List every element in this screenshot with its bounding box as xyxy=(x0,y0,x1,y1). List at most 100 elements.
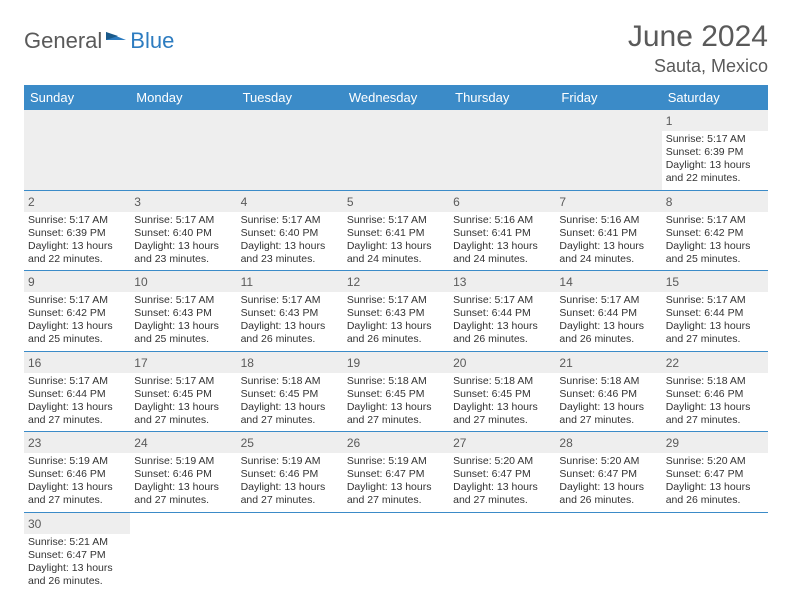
calendar-cell xyxy=(343,110,449,190)
day-number-row: 17 xyxy=(130,352,236,373)
day-number-row: 30 xyxy=(24,513,130,534)
day-number: 20 xyxy=(453,356,466,370)
day-number: 10 xyxy=(134,275,147,289)
day-number: 26 xyxy=(347,436,360,450)
day-details: Sunrise: 5:17 AMSunset: 6:40 PMDaylight:… xyxy=(134,214,232,267)
calendar-cell: 7Sunrise: 5:16 AMSunset: 6:41 PMDaylight… xyxy=(555,190,661,271)
day-number: 5 xyxy=(347,195,354,209)
day-number: 6 xyxy=(453,195,460,209)
weekday-header-row: Sunday Monday Tuesday Wednesday Thursday… xyxy=(24,85,768,110)
day-details: Sunrise: 5:17 AMSunset: 6:39 PMDaylight:… xyxy=(666,133,764,186)
day-number-row: 29 xyxy=(662,432,768,453)
title-block: June 2024 Sauta, Mexico xyxy=(628,20,768,77)
day-number-row: 26 xyxy=(343,432,449,453)
calendar-cell xyxy=(449,512,555,592)
calendar-cell: 26 Sunrise: 5:19 AMSunset: 6:47 PMDayligh… xyxy=(343,432,449,513)
day-number-row: 8 xyxy=(662,191,768,212)
calendar-cell: 27 Sunrise: 5:20 AMSunset: 6:47 PMDayligh… xyxy=(449,432,555,513)
weekday-header: Thursday xyxy=(449,85,555,110)
logo-text-general: General xyxy=(24,28,102,54)
day-details: Sunrise: 5:16 AMSunset: 6:41 PMDaylight:… xyxy=(559,214,657,267)
day-number: 13 xyxy=(453,275,466,289)
day-number-row: 5 xyxy=(343,191,449,212)
calendar-cell: 21 Sunrise: 5:18 AMSunset: 6:46 PMDayligh… xyxy=(555,351,661,432)
day-number: 12 xyxy=(347,275,360,289)
day-details: Sunrise: 5:17 AMSunset: 6:39 PMDaylight:… xyxy=(28,214,126,267)
day-number: 28 xyxy=(559,436,572,450)
day-details: Sunrise: 5:19 AMSunset: 6:46 PMDaylight:… xyxy=(241,455,339,508)
calendar-cell: 22Sunrise: 5:18 AMSunset: 6:46 PMDayligh… xyxy=(662,351,768,432)
calendar-cell: 13 Sunrise: 5:17 AMSunset: 6:44 PMDayligh… xyxy=(449,271,555,352)
logo-text-blue: Blue xyxy=(130,28,174,54)
day-number-row: 21 xyxy=(555,352,661,373)
day-details: Sunrise: 5:19 AMSunset: 6:46 PMDaylight:… xyxy=(28,455,126,508)
weekday-header: Saturday xyxy=(662,85,768,110)
day-number-row: 27 xyxy=(449,432,555,453)
calendar-week-row: 16Sunrise: 5:17 AMSunset: 6:44 PMDayligh… xyxy=(24,351,768,432)
weekday-header: Wednesday xyxy=(343,85,449,110)
day-number: 23 xyxy=(28,436,41,450)
day-details: Sunrise: 5:18 AMSunset: 6:46 PMDaylight:… xyxy=(666,375,764,428)
day-number-row: 9 xyxy=(24,271,130,292)
day-details: Sunrise: 5:17 AMSunset: 6:44 PMDaylight:… xyxy=(666,294,764,347)
day-details: Sunrise: 5:19 AMSunset: 6:47 PMDaylight:… xyxy=(347,455,445,508)
day-number: 21 xyxy=(559,356,572,370)
day-number-row: 2 xyxy=(24,191,130,212)
day-number-row: 18 xyxy=(237,352,343,373)
day-details: Sunrise: 5:18 AMSunset: 6:45 PMDaylight:… xyxy=(241,375,339,428)
calendar-cell: 1 Sunrise: 5:17 AMSunset: 6:39 PMDaylight… xyxy=(662,110,768,190)
calendar-cell xyxy=(555,110,661,190)
day-number-row: 25 xyxy=(237,432,343,453)
calendar-cell: 30Sunrise: 5:21 AMSunset: 6:47 PMDayligh… xyxy=(24,512,130,592)
calendar-week-row: 1 Sunrise: 5:17 AMSunset: 6:39 PMDaylight… xyxy=(24,110,768,190)
day-number-row: 7 xyxy=(555,191,661,212)
day-details: Sunrise: 5:18 AMSunset: 6:46 PMDaylight:… xyxy=(559,375,657,428)
day-number-row: 19 xyxy=(343,352,449,373)
calendar-cell: 8Sunrise: 5:17 AMSunset: 6:42 PMDaylight… xyxy=(662,190,768,271)
calendar-cell: 5Sunrise: 5:17 AMSunset: 6:41 PMDaylight… xyxy=(343,190,449,271)
calendar-cell: 18 Sunrise: 5:18 AMSunset: 6:45 PMDayligh… xyxy=(237,351,343,432)
day-number: 27 xyxy=(453,436,466,450)
day-number: 2 xyxy=(28,195,35,209)
calendar-cell: 29Sunrise: 5:20 AMSunset: 6:47 PMDayligh… xyxy=(662,432,768,513)
calendar-week-row: 9Sunrise: 5:17 AMSunset: 6:42 PMDaylight… xyxy=(24,271,768,352)
day-details: Sunrise: 5:17 AMSunset: 6:44 PMDaylight:… xyxy=(453,294,551,347)
day-details: Sunrise: 5:20 AMSunset: 6:47 PMDaylight:… xyxy=(453,455,551,508)
day-number-row: 11 xyxy=(237,271,343,292)
calendar-cell: 20Sunrise: 5:18 AMSunset: 6:45 PMDayligh… xyxy=(449,351,555,432)
calendar-cell: 28Sunrise: 5:20 AMSunset: 6:47 PMDayligh… xyxy=(555,432,661,513)
logo: General Blue xyxy=(24,28,174,54)
day-details: Sunrise: 5:17 AMSunset: 6:43 PMDaylight:… xyxy=(134,294,232,347)
calendar-cell xyxy=(343,512,449,592)
calendar-cell: 25Sunrise: 5:19 AMSunset: 6:46 PMDayligh… xyxy=(237,432,343,513)
calendar-cell: 12Sunrise: 5:17 AMSunset: 6:43 PMDayligh… xyxy=(343,271,449,352)
day-number-row: 13 xyxy=(449,271,555,292)
calendar-cell: 2 Sunrise: 5:17 AMSunset: 6:39 PMDaylight… xyxy=(24,190,130,271)
day-number: 1 xyxy=(666,114,673,128)
day-number-row: 3 xyxy=(130,191,236,212)
calendar-cell xyxy=(662,512,768,592)
day-number-row: 20 xyxy=(449,352,555,373)
day-number: 19 xyxy=(347,356,360,370)
day-number-row: 10 xyxy=(130,271,236,292)
calendar-cell xyxy=(237,110,343,190)
day-details: Sunrise: 5:17 AMSunset: 6:44 PMDaylight:… xyxy=(28,375,126,428)
day-number: 11 xyxy=(241,275,253,289)
day-number-row: 16 xyxy=(24,352,130,373)
calendar-cell xyxy=(237,512,343,592)
page-title: June 2024 xyxy=(628,20,768,54)
day-details: Sunrise: 5:17 AMSunset: 6:43 PMDaylight:… xyxy=(241,294,339,347)
day-number: 18 xyxy=(241,356,254,370)
calendar-cell: 10 Sunrise: 5:17 AMSunset: 6:43 PMDayligh… xyxy=(130,271,236,352)
calendar-cell xyxy=(24,110,130,190)
day-number: 15 xyxy=(666,275,679,289)
calendar-cell xyxy=(130,512,236,592)
calendar-week-row: 30Sunrise: 5:21 AMSunset: 6:47 PMDayligh… xyxy=(24,512,768,592)
day-details: Sunrise: 5:17 AMSunset: 6:40 PMDaylight:… xyxy=(241,214,339,267)
calendar-cell xyxy=(130,110,236,190)
day-details: Sunrise: 5:17 AMSunset: 6:45 PMDaylight:… xyxy=(134,375,232,428)
day-details: Sunrise: 5:17 AMSunset: 6:42 PMDaylight:… xyxy=(666,214,764,267)
calendar-week-row: 2 Sunrise: 5:17 AMSunset: 6:39 PMDaylight… xyxy=(24,190,768,271)
day-details: Sunrise: 5:18 AMSunset: 6:45 PMDaylight:… xyxy=(347,375,445,428)
day-number-row: 22 xyxy=(662,352,768,373)
